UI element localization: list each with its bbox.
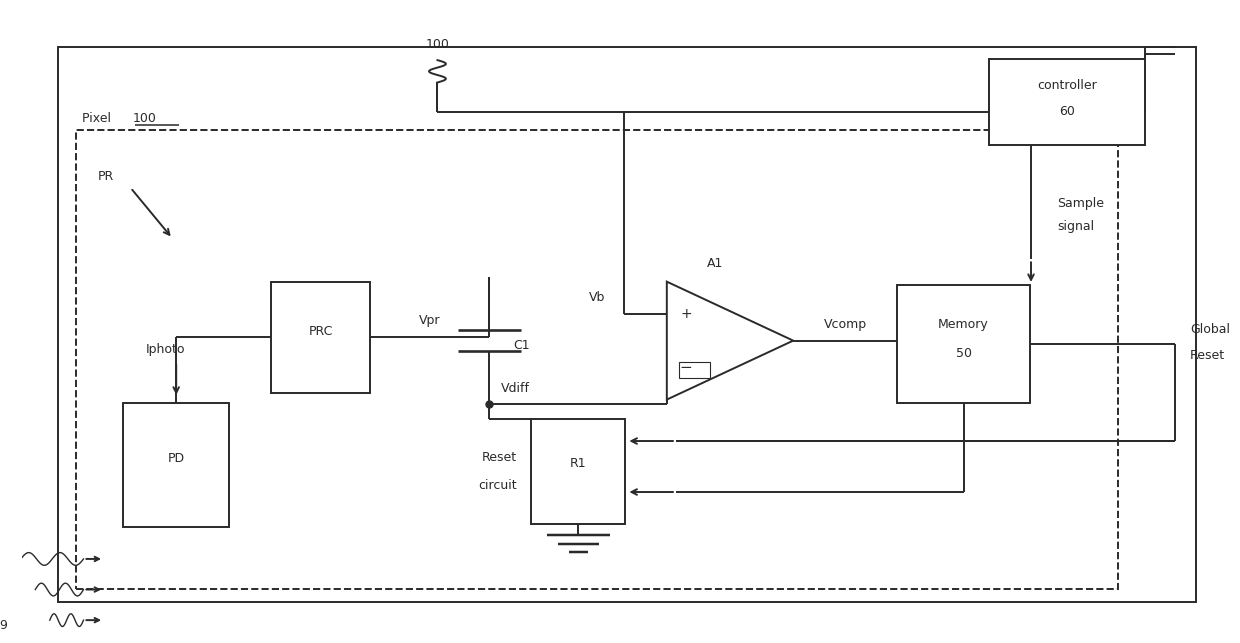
Text: 9: 9 bbox=[0, 619, 6, 632]
Text: −: − bbox=[680, 360, 692, 375]
Text: Vcomp: Vcomp bbox=[823, 318, 867, 331]
Text: 60: 60 bbox=[1059, 105, 1075, 118]
Text: +: + bbox=[681, 307, 692, 321]
Bar bbox=[58, 48, 1195, 602]
Text: PR: PR bbox=[98, 170, 114, 183]
Text: PD: PD bbox=[167, 452, 185, 465]
Text: Vb: Vb bbox=[589, 291, 606, 304]
Text: circuit: circuit bbox=[479, 479, 517, 492]
Text: Sample: Sample bbox=[1058, 197, 1105, 210]
Text: Pixel: Pixel bbox=[82, 113, 115, 125]
Bar bbox=[123, 403, 229, 527]
Bar bbox=[77, 131, 1117, 589]
Bar bbox=[272, 282, 370, 394]
Text: Iphoto: Iphoto bbox=[146, 343, 186, 356]
Text: 50: 50 bbox=[956, 347, 972, 360]
Bar bbox=[988, 59, 1146, 145]
Text: A1: A1 bbox=[707, 257, 724, 270]
Text: R1: R1 bbox=[570, 457, 587, 470]
Polygon shape bbox=[667, 282, 794, 399]
Bar bbox=[678, 362, 711, 377]
Text: Global: Global bbox=[1190, 323, 1230, 336]
Text: PRC: PRC bbox=[309, 325, 332, 338]
Text: controller: controller bbox=[1037, 79, 1097, 92]
Text: Vdiff: Vdiff bbox=[501, 382, 531, 395]
Bar bbox=[532, 419, 625, 524]
Text: 100: 100 bbox=[425, 38, 449, 51]
Text: signal: signal bbox=[1058, 220, 1095, 233]
Text: Reset: Reset bbox=[1190, 349, 1225, 362]
Bar bbox=[898, 285, 1029, 403]
Text: 100: 100 bbox=[133, 113, 156, 125]
Text: Vpr: Vpr bbox=[419, 314, 440, 327]
Text: Reset: Reset bbox=[482, 451, 517, 464]
Text: Memory: Memory bbox=[939, 318, 990, 331]
Text: C1: C1 bbox=[513, 340, 529, 352]
